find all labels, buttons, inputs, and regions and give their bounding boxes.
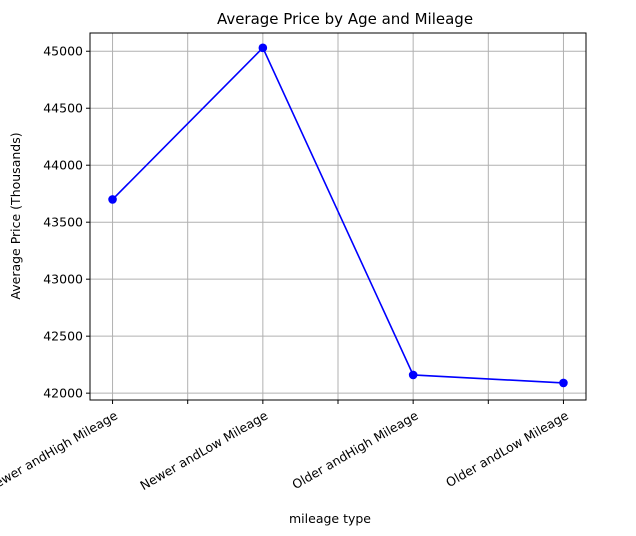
x-axis-label: mileage type bbox=[289, 511, 371, 526]
y-tick-label: 42500 bbox=[43, 329, 83, 344]
data-point bbox=[258, 43, 268, 53]
y-tick-label: 44500 bbox=[43, 101, 83, 116]
y-tick-label: 45000 bbox=[43, 44, 83, 59]
y-tick-label: 43000 bbox=[43, 272, 83, 287]
y-axis-label: Average Price (Thousands) bbox=[8, 132, 23, 299]
y-tick-label: 44000 bbox=[43, 158, 83, 173]
data-point bbox=[108, 195, 117, 204]
series-layer bbox=[108, 43, 568, 388]
y-tick-label: 42000 bbox=[43, 386, 83, 401]
y-tick-label: 43500 bbox=[43, 215, 83, 230]
series-line bbox=[111, 46, 564, 384]
data-point bbox=[559, 378, 568, 388]
data-point bbox=[408, 370, 418, 380]
chart-title: Average Price by Age and Mileage bbox=[217, 10, 473, 28]
grid bbox=[90, 33, 586, 400]
